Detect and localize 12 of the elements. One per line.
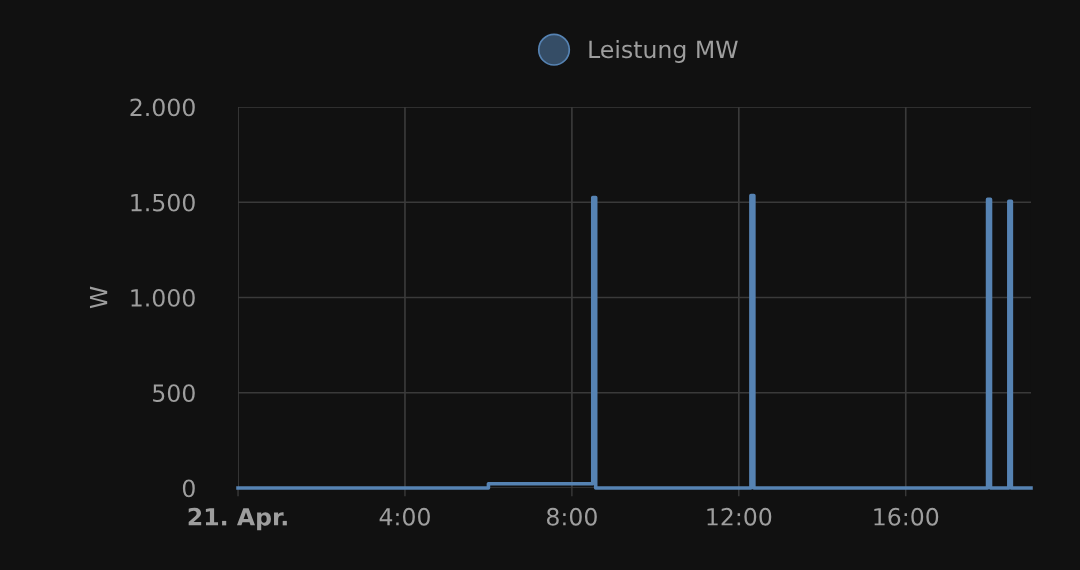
y-axis-title: W: [89, 286, 108, 309]
legend-label: Leistung MW: [589, 40, 738, 63]
y-tick-label: 1.000: [131, 288, 195, 307]
x-tick-label: 4:00: [379, 507, 430, 526]
y-tick-label: 0: [182, 479, 195, 498]
x-tick-label: 8:00: [546, 507, 597, 526]
y-tick-label: 2.000: [130, 98, 195, 117]
y-tick-label: 500: [153, 384, 195, 403]
y-tick-label: 1.500: [131, 193, 195, 212]
x-tick-label: 21. Apr.: [188, 507, 287, 531]
x-tick-label: 12:00: [707, 507, 772, 526]
x-tick-label: 16:00: [874, 507, 939, 526]
